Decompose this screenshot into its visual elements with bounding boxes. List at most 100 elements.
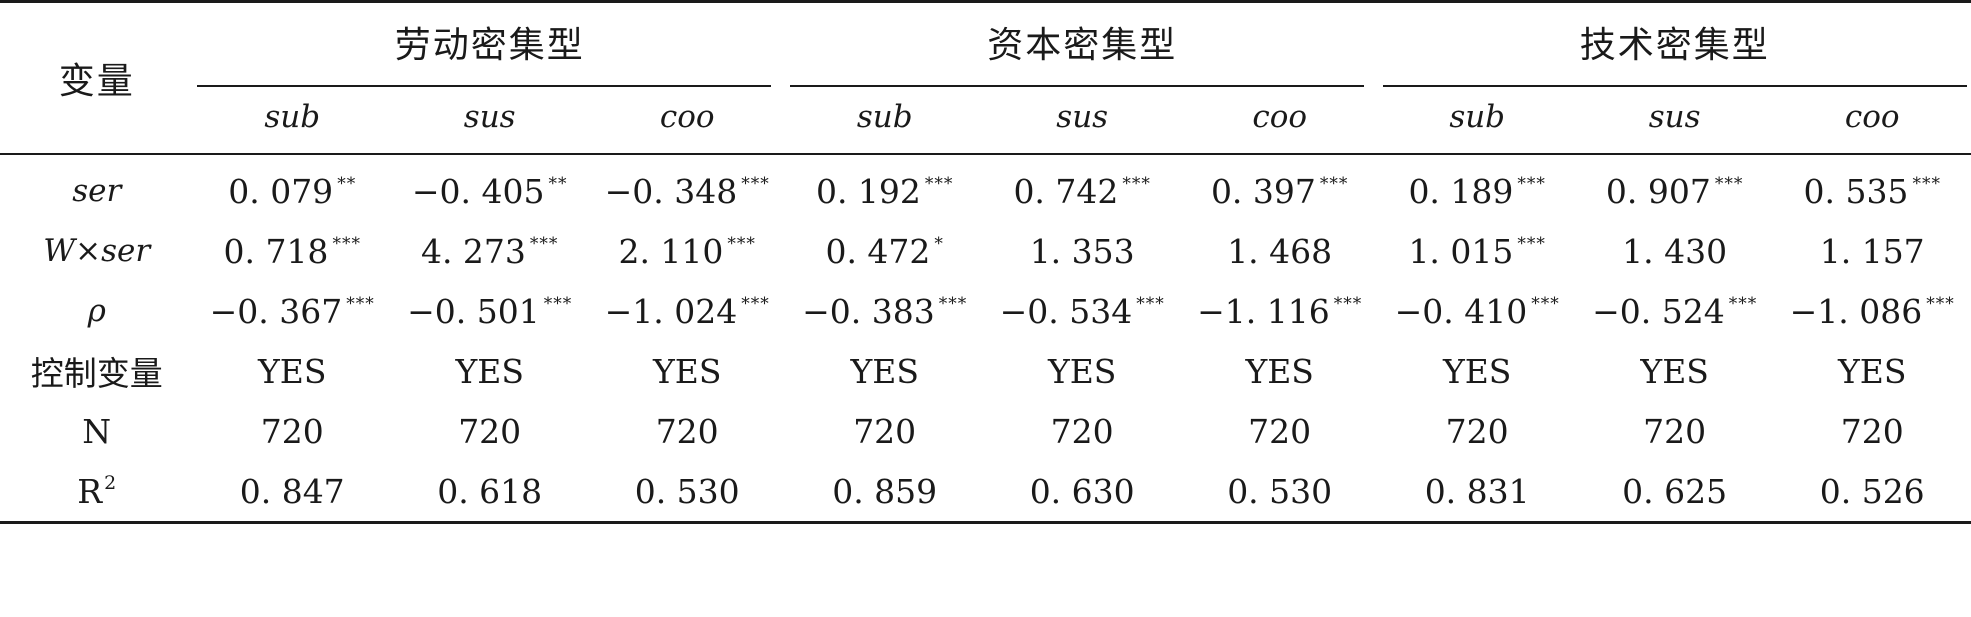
row-label-text: N [82,411,112,451]
table-cell: 0. 618 [391,461,588,523]
table-cell: YES [1576,341,1773,401]
group-rule-tech [1383,85,1967,87]
significance-stars: *** [543,293,573,314]
significance-stars: *** [741,293,770,314]
row-label-superscript: 2 [104,471,117,494]
cell-value: 0. 530 [1227,471,1333,511]
cell-value: 720 [1840,411,1904,451]
table-cell: 0. 192 *** [786,154,983,221]
table-cell: 0. 831 [1378,461,1575,523]
cell-value: −0. 410 [1394,291,1528,331]
cell-value: 720 [458,411,522,451]
cell-value: YES [652,351,722,391]
cell-value: 0. 907 [1605,171,1711,211]
table-cell: 0. 630 [983,461,1180,523]
table-cell: 720 [1576,401,1773,461]
significance-stars: *** [1122,173,1151,194]
cell-value: 720 [1248,411,1312,451]
sub-header: sub [1449,99,1506,135]
cell-value: 0. 618 [437,471,543,511]
table-cell: 0. 526 [1773,461,1971,523]
significance-stars: *** [529,233,559,254]
significance-stars: ** [337,173,357,194]
table-cell: 0. 535 *** [1773,154,1971,221]
significance-stars: *** [741,173,770,194]
table-cell: YES [1378,341,1575,401]
group-header-tech: 技术密集型 [1579,25,1770,66]
cell-value: 0. 079 [228,171,334,211]
table-cell: 0. 079 ** [193,154,390,221]
table-cell: 0. 847 [193,461,390,523]
table-cell: 0. 397 *** [1181,154,1379,221]
cell-value: YES [850,351,919,391]
row-label: ρ [0,281,193,341]
cell-value: 0. 625 [1622,471,1728,511]
table-cell: 1. 353 [983,221,1180,281]
table-cell: −1. 024 *** [588,281,786,341]
cell-value: 0. 189 [1408,171,1514,211]
table-row: ser 0. 079 ** −0. 405 ** −0. 348 *** 0. 192 *** 0… [0,154,1971,221]
significance-stars: *** [1517,233,1546,254]
cell-value: 0. 847 [239,471,345,511]
cell-value: YES [1442,351,1512,391]
table-cell: 0. 718 *** [193,221,390,281]
sub-header: coo [1252,99,1308,135]
table-cell: 720 [391,401,588,461]
sub-header: sub [264,99,321,135]
cell-value: YES [257,351,327,391]
cell-value: −0. 405 [411,171,545,211]
significance-stars: *** [1714,173,1744,194]
row-label-text: W×ser [43,233,151,269]
cell-value: 720 [1445,411,1509,451]
significance-stars: *** [332,233,361,254]
table-row: N 720 720 720 720 720 720 720 720 720 [0,401,1971,461]
table-cell: −1. 116 *** [1181,281,1379,341]
table-cell: YES [983,341,1180,401]
table-cell: −0. 524 *** [1576,281,1773,341]
cell-value: 0. 526 [1819,471,1925,511]
table-cell: 0. 189 *** [1378,154,1575,221]
table-cell: 720 [1181,401,1379,461]
table-row: R 2 0. 847 0. 618 0. 530 0. 859 0. 630 0. 530 0.… [0,461,1971,523]
cell-value: −1. 024 [604,291,738,331]
cell-value: −0. 367 [209,291,343,331]
row-label: W×ser [0,221,193,281]
table-cell: −0. 348 *** [588,154,786,221]
regression-table: 变量 劳动密集型 资本密集型 技术密集型 sub sus coo sub sus… [0,1,1971,523]
cell-value: 1. 430 [1622,231,1728,271]
table-cell: 2. 110 *** [588,221,786,281]
cell-value: 1. 468 [1227,231,1333,271]
cell-value: YES [455,351,524,391]
table-cell: 1. 468 [1181,221,1379,281]
significance-stars: *** [1136,293,1165,314]
cell-value: 720 [1643,411,1707,451]
table-cell: 720 [786,401,983,461]
table-cell: YES [391,341,588,401]
cell-value: −1. 116 [1197,291,1330,331]
cell-value: 0. 742 [1013,171,1119,211]
row-label-text: 控制变量 [30,354,163,393]
variable-header: 变量 [58,61,135,102]
table-cell: YES [1181,341,1379,401]
significance-stars: *** [1531,293,1560,314]
table-cell: YES [588,341,786,401]
table-cell: 0. 472 * [786,221,983,281]
significance-stars: *** [1926,293,1955,314]
table-cell: −0. 405 ** [391,154,588,221]
table-cell: 1. 015 *** [1378,221,1575,281]
table-cell: 720 [588,401,786,461]
table-cell: 0. 859 [786,461,983,523]
group-header-capital: 资本密集型 [987,25,1178,66]
cell-value: 1. 157 [1819,231,1925,271]
cell-value: 720 [655,411,719,451]
cell-value: 720 [260,411,324,451]
cell-value: 0. 535 [1803,171,1909,211]
cell-value: 0. 718 [223,231,329,271]
table-row: ρ −0. 367 *** −0. 501 *** −1. 024 *** −0. 383 **… [0,281,1971,341]
sub-header: sub [856,99,913,135]
table-cell: 1. 157 [1773,221,1971,281]
cell-value: −1. 086 [1789,291,1923,331]
row-label: ser [0,154,193,221]
table-cell: 720 [1773,401,1971,461]
significance-stars: *** [1319,173,1349,194]
